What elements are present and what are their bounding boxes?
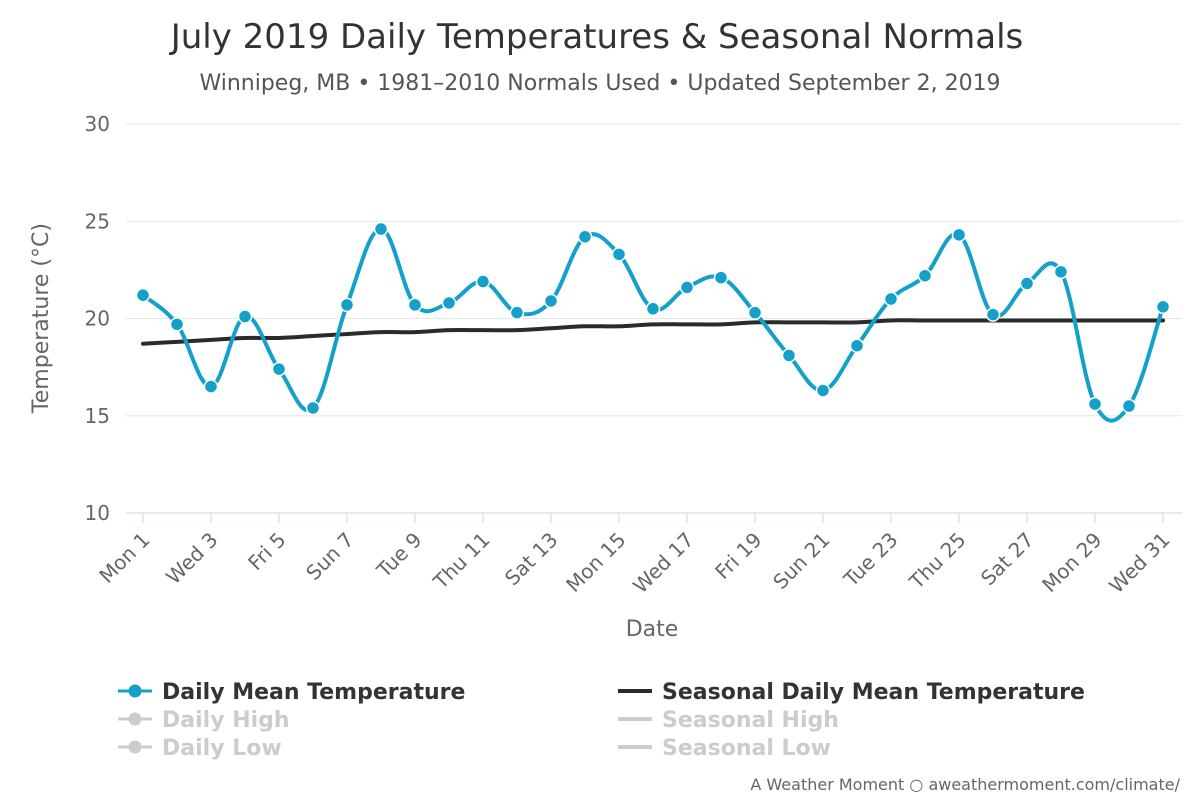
x-tick-label: Thu 11 bbox=[428, 528, 495, 595]
data-point[interactable] bbox=[169, 317, 185, 332]
x-tick-label: Wed 31 bbox=[1104, 528, 1174, 598]
data-point[interactable] bbox=[237, 309, 253, 324]
legend-item-seasonal-high[interactable]: Seasonal High bbox=[618, 708, 839, 733]
data-point[interactable] bbox=[577, 229, 593, 245]
legend-label: Seasonal Low bbox=[662, 736, 831, 761]
x-axis: Mon 1 Wed 3 Fri 5 Sun 7 Tue 9 Thu 11 Sat 13Mon… bbox=[94, 513, 1175, 598]
data-point[interactable] bbox=[373, 221, 389, 237]
y-tick-label: 10 bbox=[85, 501, 110, 525]
legend-item-daily-mean-temperature[interactable]: Daily Mean Temperature bbox=[118, 680, 465, 705]
y-tick-label: 30 bbox=[85, 112, 110, 136]
y-axis-ticks: 10 15 20 25 30 bbox=[85, 112, 110, 525]
legend-label: Daily Mean Temperature bbox=[162, 680, 465, 705]
legend-label: Seasonal Daily Mean Temperature bbox=[662, 680, 1085, 705]
data-point[interactable] bbox=[781, 348, 797, 363]
data-point[interactable] bbox=[475, 274, 491, 289]
x-tick-label: Mon 29 bbox=[1037, 528, 1106, 597]
y-axis-title: Temperature (°C) bbox=[29, 223, 54, 414]
data-point[interactable] bbox=[407, 297, 423, 313]
x-tick-label: Sun 21 bbox=[768, 528, 834, 594]
data-point[interactable] bbox=[611, 247, 627, 262]
data-point[interactable] bbox=[747, 305, 763, 320]
data-point[interactable] bbox=[1121, 398, 1137, 414]
legend-item-daily-low[interactable]: Daily Low bbox=[118, 736, 282, 761]
data-point[interactable] bbox=[883, 291, 899, 307]
legend-label: Seasonal High bbox=[662, 708, 839, 733]
data-point[interactable] bbox=[441, 295, 457, 311]
legend: Daily Mean Temperature Seasonal Daily Mea… bbox=[118, 680, 1085, 761]
data-point[interactable] bbox=[713, 270, 729, 285]
x-tick-label: Fri 19 bbox=[710, 528, 766, 584]
data-point[interactable] bbox=[1019, 276, 1035, 291]
x-tick-label: Tue 9 bbox=[371, 528, 426, 583]
credit-text[interactable]: A Weather Moment ○ aweathermoment.com/cl… bbox=[750, 775, 1180, 794]
legend-label: Daily Low bbox=[162, 736, 282, 761]
data-point[interactable] bbox=[815, 383, 831, 398]
data-point[interactable] bbox=[1087, 396, 1103, 412]
data-point[interactable] bbox=[135, 287, 151, 303]
legend-symbol-marker bbox=[128, 740, 142, 754]
chart-subtitle: Winnipeg, MB • 1981–2010 Normals Used • … bbox=[199, 71, 1000, 96]
x-axis-title: Date bbox=[626, 617, 679, 642]
data-point[interactable] bbox=[1155, 299, 1171, 315]
y-tick-label: 15 bbox=[85, 404, 110, 428]
x-tick-label: Thu 25 bbox=[904, 528, 971, 595]
data-point[interactable] bbox=[305, 400, 321, 416]
data-point[interactable] bbox=[645, 301, 661, 317]
data-point[interactable] bbox=[339, 297, 355, 313]
data-point[interactable] bbox=[679, 280, 695, 295]
series-line bbox=[141, 318, 1165, 346]
legend-item-seasonal-low[interactable]: Seasonal Low bbox=[618, 736, 831, 761]
x-tick-label: Sat 13 bbox=[500, 528, 563, 591]
data-point[interactable] bbox=[917, 268, 933, 283]
data-point[interactable] bbox=[849, 338, 865, 353]
x-tick-label: Tue 23 bbox=[838, 528, 902, 592]
legend-symbol-marker bbox=[128, 684, 142, 698]
legend-label: Daily High bbox=[162, 708, 290, 733]
data-point[interactable] bbox=[543, 293, 559, 309]
legend-symbol-marker bbox=[128, 712, 142, 726]
legend-item-seasonal-daily-mean-temperature[interactable]: Seasonal Daily Mean Temperature bbox=[618, 680, 1085, 705]
data-point[interactable] bbox=[951, 227, 967, 243]
x-tick-label: Mon 1 bbox=[94, 528, 154, 588]
data-point[interactable] bbox=[985, 307, 1001, 322]
series-seasonal-daily-mean-temperature bbox=[141, 318, 1165, 346]
legend-item-daily-high[interactable]: Daily High bbox=[118, 708, 290, 733]
x-tick-label: Sat 27 bbox=[976, 528, 1039, 591]
x-tick-label: Sun 7 bbox=[301, 528, 358, 585]
series-daily-mean-temperature bbox=[135, 221, 1171, 423]
data-point[interactable] bbox=[1053, 264, 1069, 280]
chart-title: July 2019 Daily Temperatures & Seasonal … bbox=[169, 17, 1024, 57]
x-tick-label: Mon 15 bbox=[561, 528, 630, 597]
y-tick-label: 20 bbox=[85, 307, 110, 331]
gridlines bbox=[126, 123, 1182, 514]
x-tick-label: Wed 3 bbox=[161, 528, 222, 589]
data-point[interactable] bbox=[203, 379, 219, 394]
data-point[interactable] bbox=[509, 305, 525, 320]
x-tick-label: Fri 5 bbox=[243, 528, 290, 575]
data-point[interactable] bbox=[271, 361, 287, 377]
y-tick-label: 25 bbox=[85, 209, 110, 233]
x-tick-label: Wed 17 bbox=[628, 528, 698, 598]
series-layer bbox=[135, 221, 1171, 423]
